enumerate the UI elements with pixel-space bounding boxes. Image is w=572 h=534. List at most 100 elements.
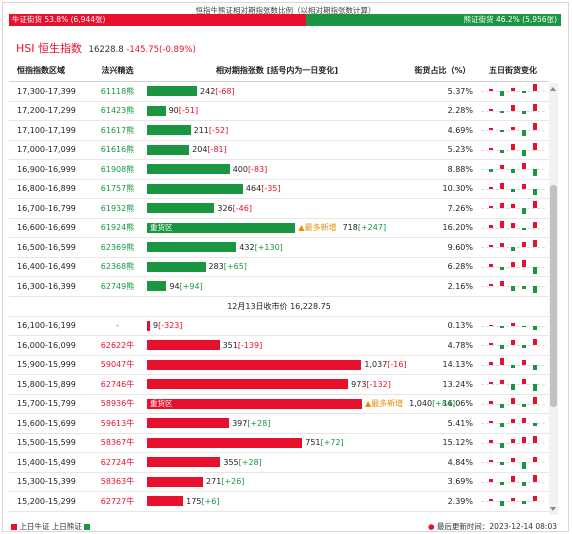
- contracts-bar: [147, 164, 230, 175]
- contracts-bar: [147, 457, 221, 468]
- code-cell[interactable]: 61932熊: [100, 203, 135, 213]
- code-cell[interactable]: 61118熊: [100, 86, 135, 96]
- table-row[interactable]: 17,100-17,199 61617熊 211 [-52] 4.69%: [9, 121, 549, 141]
- table-row[interactable]: 17,300-17,399 61118熊 242 [-68] 5.37%: [9, 82, 549, 102]
- mini-chart-bar: [489, 284, 493, 287]
- mini-chart-bar: [500, 110, 504, 114]
- contracts-amount: 400: [232, 164, 248, 174]
- mini-chart-bar: [500, 266, 504, 271]
- code-cell[interactable]: 62368熊: [100, 262, 135, 272]
- table-row[interactable]: 16,500-16,599 62369熊 432 [+130] 9.60%: [9, 238, 549, 258]
- mini-chart-bar: [522, 325, 526, 327]
- mini-chart-axis: [481, 110, 545, 112]
- mini-chart-bar: [500, 481, 504, 486]
- mini-chart-bar: [489, 460, 493, 463]
- contracts-bar: [147, 125, 191, 136]
- code-cell[interactable]: 61908熊: [100, 164, 135, 174]
- mini-chart-bar: [522, 91, 526, 94]
- code-cell[interactable]: -: [116, 321, 119, 331]
- table-row[interactable]: 16,400-16,499 62368熊 283 [+65] 6.28%: [9, 258, 549, 277]
- table-row[interactable]: 16,700-16,799 61932熊 326 [-46] 7.26%: [9, 199, 549, 219]
- contracts-delta: [-46]: [232, 203, 252, 213]
- code-cell[interactable]: 62369熊: [100, 242, 135, 252]
- code-cell[interactable]: 58363牛: [100, 477, 135, 487]
- mini-chart-bar: [511, 439, 515, 443]
- range-cell: 16,400-16,499: [17, 262, 76, 272]
- code-cell[interactable]: 61924熊: [100, 223, 135, 233]
- mini-chart-bar: [522, 417, 526, 424]
- table-row[interactable]: 15,900-15,999 59047牛 1,037 [-16] 14.13%: [9, 356, 549, 375]
- mini-chart-bar: [511, 476, 515, 482]
- contracts-amount: 464: [245, 184, 262, 194]
- table-row[interactable]: 16,900-16,999 61908熊 400 [-83] 8.88%: [9, 160, 549, 180]
- mini-chart-bar: [511, 223, 515, 228]
- code-cell[interactable]: 61616熊: [100, 145, 135, 155]
- contracts-amount: 326: [217, 203, 233, 213]
- legend: 上日牛证 上日熊证: [11, 521, 91, 532]
- index-change: -145.75(-0.89%): [126, 45, 196, 55]
- mini-chart-axis: [481, 481, 545, 483]
- code-cell[interactable]: 58367牛: [100, 438, 135, 448]
- mini-chart-bar: [522, 286, 526, 289]
- five-day-mini-chart: [481, 121, 545, 140]
- code-cell[interactable]: 59613牛: [100, 418, 135, 428]
- mini-chart-bar: [489, 88, 493, 92]
- scrollbar-thumb[interactable]: [550, 185, 557, 407]
- five-day-cell: [477, 395, 549, 414]
- table-row[interactable]: 15,500-15,599 58367牛 751 [+72] 15.12%: [9, 434, 549, 453]
- mini-chart-bar: [489, 421, 493, 424]
- share-cell: 2.28%: [447, 106, 473, 116]
- contracts-amount: 204: [192, 145, 208, 155]
- mini-chart-bar: [522, 481, 526, 487]
- contracts-cell: 400 [-83]: [142, 160, 412, 179]
- mini-chart-bar: [489, 382, 493, 385]
- code-cell[interactable]: 61617熊: [100, 125, 135, 135]
- table-row[interactable]: 16,800-16,899 61757熊 464 [-35] 10.30%: [9, 180, 549, 199]
- table-row[interactable]: 15,600-15,699 59613牛 397 [+28] 5.41%: [9, 414, 549, 434]
- table-row[interactable]: 15,200-15,299 62727牛 175 [+6] 2.39%: [9, 492, 549, 512]
- code-cell[interactable]: 62724牛: [100, 457, 135, 467]
- table-row[interactable]: 16,300-16,399 62749熊 94 [+94] 2.16%: [9, 277, 549, 297]
- table-row[interactable]: 17,200-17,299 61423熊 90 [-51] 2.28%: [9, 102, 549, 121]
- table-row[interactable]: 17,000-17,099 61616熊 204 [-81] 5.23%: [9, 141, 549, 160]
- table-row[interactable]: 15,400-15,499 62724牛 355 [+28] 4.84%: [9, 453, 549, 473]
- mini-chart-axis: [481, 403, 545, 405]
- scroll-up-icon[interactable]: [550, 87, 556, 91]
- five-day-mini-chart: [481, 277, 545, 296]
- code-cell[interactable]: 61423熊: [100, 106, 135, 116]
- table-row[interactable]: 15,800-15,899 62746牛 973 [-132] 13.24%: [9, 375, 549, 395]
- mini-chart-bar: [489, 245, 493, 248]
- contracts-delta: [+28]: [238, 457, 262, 467]
- table-row[interactable]: 16,100-16,199 - 9 [-323] 0.13%: [9, 317, 549, 336]
- code-cell[interactable]: 62746牛: [100, 379, 135, 389]
- code-cell[interactable]: 59047牛: [100, 360, 135, 370]
- mini-chart-bar: [511, 144, 515, 150]
- five-day-mini-chart: [481, 102, 545, 121]
- table-row[interactable]: 15,300-15,399 58363牛 271 [+26] 3.69%: [9, 473, 549, 492]
- mini-chart-bar: [533, 84, 537, 92]
- scrollbar[interactable]: [549, 83, 558, 515]
- col-five-day-header: 五日街货变化: [489, 66, 537, 75]
- code-cell[interactable]: 62622牛: [100, 340, 135, 350]
- mini-chart-bar: [511, 497, 515, 502]
- code-cell[interactable]: 58936牛: [100, 399, 135, 409]
- code-cell[interactable]: 62727牛: [100, 496, 135, 506]
- index-name: HSI 恒生指数: [16, 42, 82, 55]
- mini-chart-bar: [511, 418, 515, 424]
- table-row[interactable]: 16,600-16,699 61924熊 重货区 ▲最多新增 718 [+247] 16.2…: [9, 219, 549, 238]
- mini-chart-bar: [533, 475, 537, 482]
- code-cell[interactable]: 61757熊: [100, 184, 135, 194]
- most-added-label: ▲最多新增: [298, 223, 337, 233]
- table-row[interactable]: 16,000-16,099 62622牛 351 [-139] 4.78%: [9, 336, 549, 356]
- col-range-header: 恒指指数区域: [17, 66, 65, 75]
- mini-chart-bar: [533, 169, 537, 177]
- mini-chart-axis: [481, 266, 545, 268]
- share-cell: 2.39%: [447, 496, 473, 506]
- mini-chart-bar: [500, 202, 504, 209]
- table-row[interactable]: 15,700-15,799 58936牛 重货区 ▲最多新增 1,040 [+84] 16.…: [9, 395, 549, 414]
- share-cell: 0.13%: [447, 321, 473, 331]
- code-cell[interactable]: 62749熊: [100, 281, 135, 291]
- contracts-bar: 重货区: [147, 222, 296, 233]
- scroll-down-icon[interactable]: [550, 507, 556, 511]
- table-header: 恒指指数区域 法兴精选 相对期指张数 [括号内为一日变化] 街货占比（%） 五日…: [9, 60, 549, 82]
